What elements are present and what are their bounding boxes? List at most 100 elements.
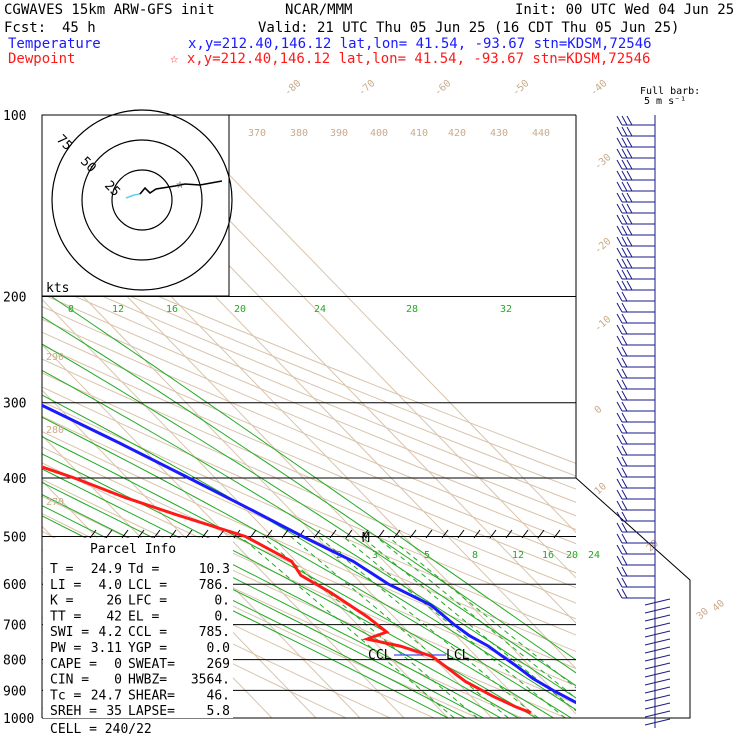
theta-label: 440 (532, 128, 550, 139)
pressure-label: 100 (3, 109, 26, 124)
barb-flag (621, 225, 628, 236)
wind-barb (616, 302, 655, 313)
parcel-value: 26 (106, 594, 122, 609)
barb-flag (616, 511, 623, 522)
isotherm-label: 30 (695, 606, 711, 622)
parcel-value-2: 269 (207, 657, 230, 672)
wind-barb (616, 368, 655, 379)
barb-flag (621, 324, 628, 335)
barb-flag (621, 346, 628, 357)
barb-flag (626, 214, 633, 225)
dry-adiabat (42, 415, 576, 653)
hatch-mark (121, 529, 129, 539)
barb-flag (621, 115, 628, 126)
pressure-label: 900 (3, 684, 26, 699)
isotherm (170, 115, 576, 534)
barb-flag (621, 313, 628, 324)
isotherm-label: 40 (711, 598, 727, 614)
moist-label: 32 (500, 304, 512, 315)
theta-label: 280 (46, 425, 64, 436)
barb-flag (621, 533, 628, 544)
wind-barb (616, 566, 655, 577)
parcel-title: Parcel Info (90, 542, 176, 557)
wind-barb (616, 181, 655, 192)
barb-flag (616, 126, 623, 137)
dewpoint-trace (42, 465, 532, 715)
parcel-value-2: 786. (199, 578, 230, 593)
barb-flag (621, 555, 628, 566)
hatch-mark (201, 529, 209, 539)
barb-flag (616, 412, 623, 423)
pressure-label: 800 (3, 654, 26, 669)
hatch-mark (505, 529, 513, 539)
barb-flag (616, 291, 623, 302)
model-title: CGWAVES 15km ARW-GFS init (4, 2, 215, 18)
hatch-mark (425, 529, 433, 539)
barb-flag (621, 214, 628, 225)
barb-flag (616, 247, 623, 258)
barb-flag (616, 258, 623, 269)
wind-barb (616, 203, 655, 214)
isotherm-label: -70 (357, 78, 378, 98)
barb-shaft-low (644, 638, 671, 646)
parcel-key-2: LCL = (128, 578, 167, 593)
wind-barb (616, 544, 655, 555)
dry-adiabat (42, 386, 576, 620)
barb-flag (626, 170, 633, 181)
pressure-label: 500 (3, 530, 26, 545)
barb-flag (621, 269, 628, 280)
parcel-value: 4.2 (99, 625, 122, 640)
barb-flag (626, 280, 633, 291)
barb-flag (616, 566, 623, 577)
barb-flag (616, 445, 623, 456)
wind-barb (616, 412, 655, 423)
barb-flag (621, 203, 628, 214)
parcel-key: PW = (50, 641, 81, 656)
barb-flag (621, 577, 628, 588)
wind-barb (616, 379, 655, 390)
barb-shaft-low (644, 686, 671, 694)
barb-flag (616, 357, 623, 368)
barb-flag (616, 137, 623, 148)
parcel-value-2: 5.8 (207, 704, 230, 719)
barb-flag (626, 181, 633, 192)
barb-flag (626, 126, 633, 137)
moist-label: 28 (406, 304, 418, 315)
theta-label: 290 (46, 352, 64, 363)
dewpoint-info: ☆ x,y=212.40,146.12 lat,lon= 41.54, -93.… (170, 51, 650, 67)
pressure-label: 300 (3, 397, 26, 412)
barb-flag (621, 445, 628, 456)
parcel-value: 42 (106, 609, 122, 624)
moist-label: 12 (112, 304, 124, 315)
hodo-units: kts (46, 281, 69, 296)
hatch-mark (345, 529, 353, 539)
barb-flag (616, 225, 623, 236)
parcel-value-2: 785. (199, 625, 230, 640)
temperature-legend: Temperature (8, 36, 101, 52)
parcel-value: 24.9 (91, 562, 122, 577)
pressure-label: 700 (3, 619, 26, 634)
barb-flag (621, 522, 628, 533)
dry-adiabat (42, 344, 576, 574)
barb-flag (626, 159, 633, 170)
barb-flag (626, 203, 633, 214)
dry-adiabat (42, 462, 576, 705)
barb-flag (626, 247, 633, 258)
wind-barb (616, 346, 655, 357)
wind-barb (616, 456, 655, 467)
isotherm-label: -30 (593, 152, 614, 172)
barb-flag (616, 588, 623, 599)
isotherm (42, 344, 405, 718)
wind-barb (616, 137, 655, 148)
dry-adiabat (42, 318, 576, 545)
barb-flag (621, 159, 628, 170)
barb-unit: 5 m s⁻¹ (644, 96, 686, 107)
parcel-key: LI = (50, 578, 81, 593)
barb-shaft-low (644, 646, 671, 654)
wind-barb (616, 126, 655, 137)
wind-barb (616, 522, 655, 533)
org-label: NCAR/MMM (285, 2, 352, 18)
barb-flag (616, 555, 623, 566)
valid-label: Valid: 21 UTC Thu 05 Jun 25 (16 CDT Thu … (258, 20, 679, 36)
